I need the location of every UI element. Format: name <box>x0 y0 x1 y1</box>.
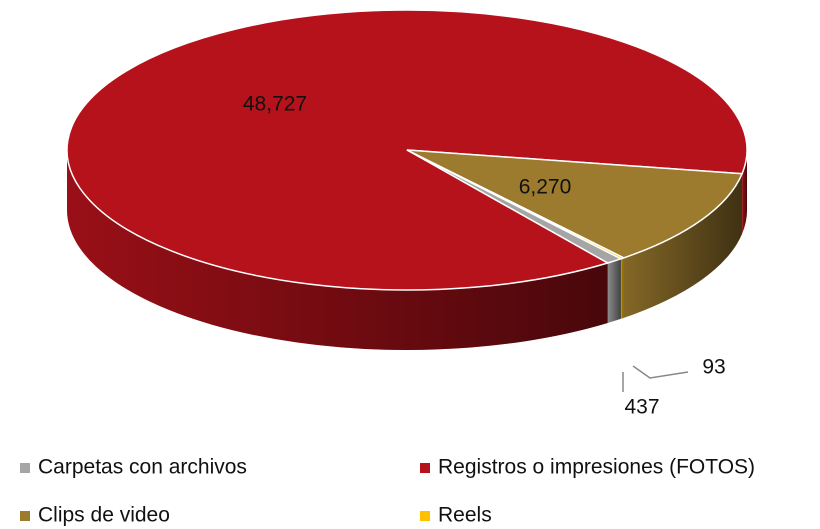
legend-swatch <box>420 463 430 473</box>
slice <box>406 149 626 260</box>
slice-side-shade <box>67 150 608 351</box>
data-label: 6,270 <box>519 176 572 199</box>
slice <box>406 149 744 259</box>
legend-label: Reels <box>438 504 492 527</box>
legend-label: Clips de video <box>38 504 170 527</box>
data-label: 48,727 <box>243 93 307 116</box>
slice-side-shade <box>607 258 621 324</box>
legend-swatch <box>20 511 30 521</box>
legend-swatch <box>20 463 30 473</box>
legend-label: Carpetas con archivos <box>38 456 247 479</box>
data-label: 437 <box>624 396 659 419</box>
leader-line <box>632 365 689 379</box>
slice-side-shade <box>620 257 624 319</box>
slice-side-shade <box>623 173 743 318</box>
data-label: 93 <box>702 356 725 379</box>
legend-swatch <box>420 511 430 521</box>
pie-tops <box>66 9 748 291</box>
legend-label: Registros o impresiones (FOTOS) <box>438 456 755 479</box>
